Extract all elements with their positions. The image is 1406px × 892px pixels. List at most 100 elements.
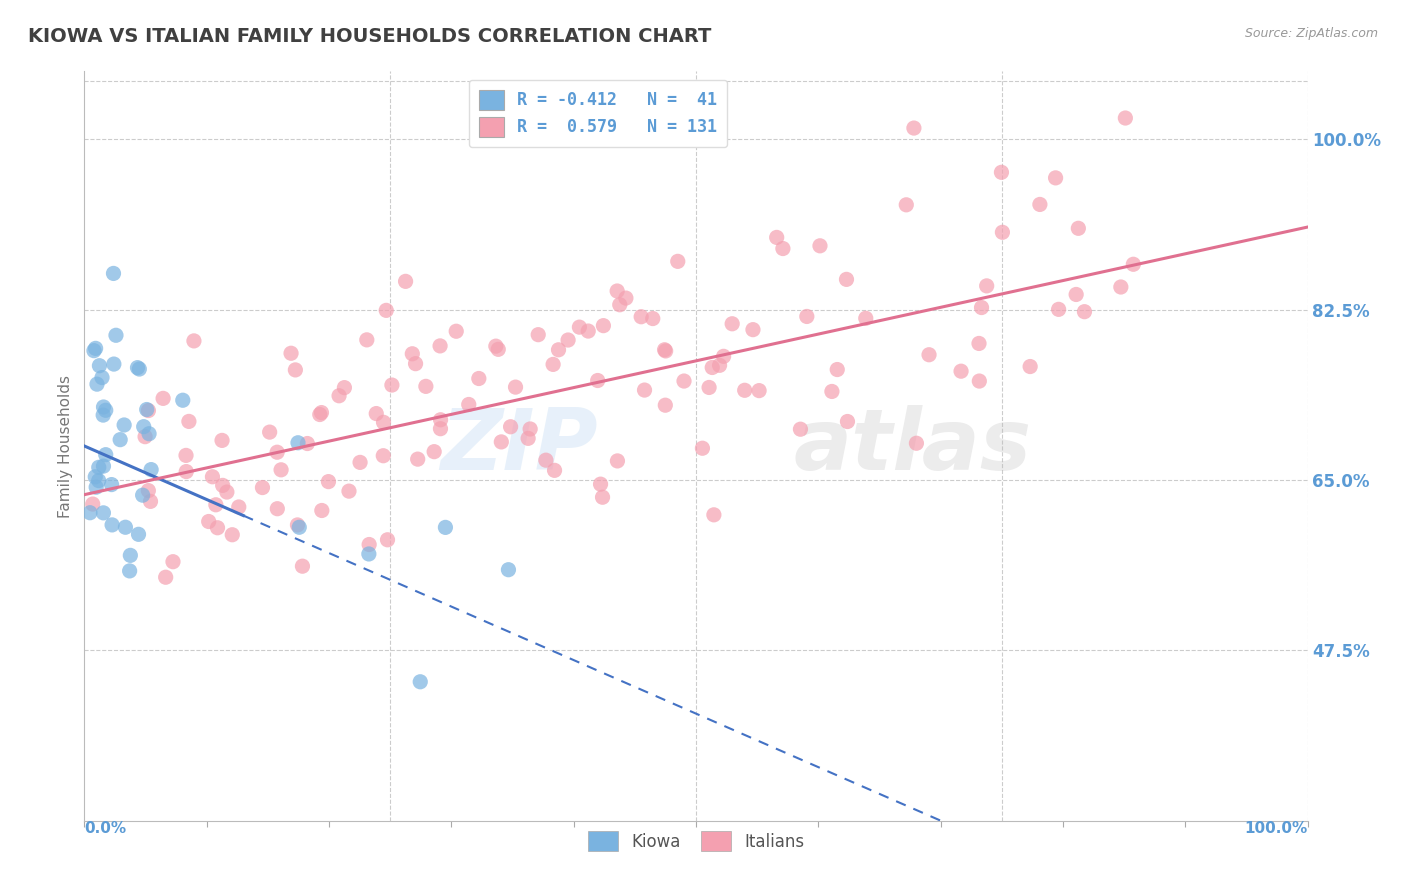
Point: [789, 422, 811, 436]
Point: [543, 463, 565, 477]
Point: [373, 415, 395, 429]
Point: [918, 348, 941, 362]
Point: [1047, 302, 1070, 317]
Point: [201, 469, 224, 483]
Point: [377, 533, 399, 547]
Point: [654, 343, 676, 358]
Point: [673, 374, 696, 388]
Point: [592, 490, 614, 504]
Point: [825, 362, 848, 376]
Point: [108, 433, 131, 447]
Point: [703, 508, 725, 522]
Point: [128, 527, 150, 541]
Point: [950, 364, 973, 378]
Point: [101, 517, 124, 532]
Point: [287, 517, 309, 532]
Point: [855, 311, 877, 326]
Point: [152, 392, 174, 406]
Point: [183, 334, 205, 348]
Point: [401, 347, 423, 361]
Point: [366, 407, 388, 421]
Point: [131, 488, 153, 502]
Point: [381, 378, 404, 392]
Point: [837, 415, 859, 429]
Point: [457, 397, 479, 411]
Point: [103, 357, 125, 371]
Point: [692, 442, 714, 456]
Point: [211, 478, 233, 492]
Point: [990, 165, 1012, 179]
Text: Source: ZipAtlas.com: Source: ZipAtlas.com: [1244, 27, 1378, 40]
Point: [765, 230, 787, 244]
Point: [606, 284, 628, 298]
Point: [905, 436, 928, 450]
Text: ZIP: ZIP: [440, 404, 598, 488]
Point: [1122, 257, 1144, 271]
Point: [991, 225, 1014, 239]
Point: [118, 564, 141, 578]
Point: [748, 384, 770, 398]
Point: [79, 506, 101, 520]
Point: [702, 360, 724, 375]
Point: [211, 434, 233, 448]
Point: [697, 380, 720, 394]
Point: [288, 520, 311, 534]
Point: [356, 333, 378, 347]
Point: [713, 349, 735, 363]
Point: [134, 430, 156, 444]
Point: [114, 520, 136, 534]
Point: [1045, 170, 1067, 185]
Point: [349, 455, 371, 469]
Point: [266, 501, 288, 516]
Point: [155, 570, 177, 584]
Point: [547, 343, 569, 357]
Point: [1019, 359, 1042, 374]
Point: [174, 465, 197, 479]
Point: [93, 459, 115, 474]
Point: [772, 242, 794, 256]
Point: [138, 426, 160, 441]
Y-axis label: Family Households: Family Households: [58, 375, 73, 517]
Point: [359, 537, 381, 551]
Point: [485, 339, 508, 353]
Point: [821, 384, 844, 399]
Point: [328, 389, 350, 403]
Point: [104, 328, 127, 343]
Point: [128, 362, 150, 376]
Point: [1073, 304, 1095, 318]
Point: [318, 475, 340, 489]
Point: [967, 336, 990, 351]
Point: [337, 484, 360, 499]
Point: [592, 318, 614, 333]
Point: [641, 311, 664, 326]
Text: 100.0%: 100.0%: [1244, 821, 1308, 836]
Point: [177, 414, 200, 428]
Point: [135, 402, 157, 417]
Point: [270, 463, 292, 477]
Point: [534, 453, 557, 467]
Point: [120, 549, 142, 563]
Point: [291, 559, 314, 574]
Point: [138, 483, 160, 498]
Text: atlas: atlas: [794, 404, 1032, 488]
Point: [969, 374, 991, 388]
Point: [94, 448, 117, 462]
Point: [311, 406, 333, 420]
Point: [976, 278, 998, 293]
Point: [139, 462, 162, 476]
Point: [375, 303, 398, 318]
Point: [491, 434, 513, 449]
Point: [468, 371, 491, 385]
Point: [259, 425, 281, 439]
Point: [84, 470, 107, 484]
Point: [1064, 287, 1087, 301]
Point: [742, 323, 765, 337]
Point: [630, 310, 652, 324]
Point: [505, 380, 527, 394]
Point: [394, 274, 416, 288]
Text: 0.0%: 0.0%: [84, 821, 127, 836]
Point: [586, 374, 609, 388]
Point: [221, 527, 243, 541]
Point: [609, 298, 631, 312]
Point: [808, 239, 831, 253]
